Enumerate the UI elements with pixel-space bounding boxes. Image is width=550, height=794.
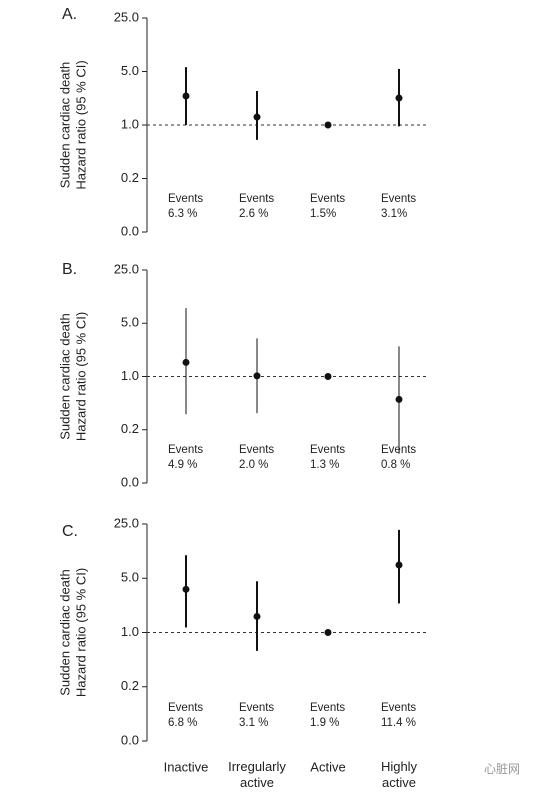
events-label: Events <box>168 193 203 205</box>
y-tick-label: 25.0 <box>114 515 139 530</box>
point <box>253 612 261 620</box>
events-label: Events <box>381 193 416 205</box>
watermark: 心脏网 <box>484 761 520 776</box>
events-label: Events <box>381 702 416 714</box>
events-label: Events <box>168 444 203 456</box>
events-value: 2.0 % <box>239 459 268 471</box>
y-tick-label: 5.0 <box>121 63 139 78</box>
y-tick-label: 5.0 <box>121 315 139 330</box>
y-axis-label: Sudden cardiac death <box>57 313 72 439</box>
point <box>253 372 261 380</box>
point <box>395 395 403 403</box>
y-tick-label: 1.0 <box>121 368 139 383</box>
point <box>182 358 190 366</box>
y-tick-label: 0.2 <box>121 678 139 693</box>
point <box>182 585 190 593</box>
events-value: 1.9 % <box>310 717 339 729</box>
y-tick-label: 0.0 <box>121 732 139 747</box>
y-axis-label: Sudden cardiac death <box>57 569 72 695</box>
events-label: Events <box>381 444 416 456</box>
panel-title: A. <box>62 6 77 23</box>
point <box>395 94 403 102</box>
point <box>395 561 403 569</box>
y-tick-label: 5.0 <box>121 570 139 585</box>
y-axis-label: Hazard ratio (95 % CI) <box>73 312 88 441</box>
events-value: 11.4 % <box>381 717 416 729</box>
events-label: Events <box>310 702 345 714</box>
events-value: 4.9 % <box>168 459 197 471</box>
y-axis-label: Hazard ratio (95 % CI) <box>73 568 88 697</box>
y-tick-label: 0.0 <box>121 223 139 238</box>
panel-title: B. <box>62 261 77 278</box>
y-tick-label: 0.2 <box>121 170 139 185</box>
events-value: 2.6 % <box>239 208 268 220</box>
y-tick-label: 25.0 <box>114 261 139 276</box>
point <box>182 92 190 100</box>
events-value: 6.8 % <box>168 717 197 729</box>
point <box>253 113 261 121</box>
events-value: 0.8 % <box>381 459 410 471</box>
events-value: 6.3 % <box>168 208 197 220</box>
events-label: Events <box>310 444 345 456</box>
x-tick-label-line: Highly <box>381 759 418 774</box>
x-tick-label-line: Irregularly <box>228 759 286 774</box>
y-tick-label: 0.0 <box>121 474 139 489</box>
events-label: Events <box>310 193 345 205</box>
x-tick-label-line: active <box>382 775 416 790</box>
y-axis-label: Sudden cardiac death <box>57 62 72 188</box>
x-tick-label: Inactive <box>164 759 209 774</box>
y-tick-label: 25.0 <box>114 9 139 24</box>
events-label: Events <box>239 444 274 456</box>
x-tick-label: Irregularly active <box>228 759 286 790</box>
events-label: Events <box>168 702 203 714</box>
y-tick-label: 0.2 <box>121 421 139 436</box>
y-tick-label: 1.0 <box>121 116 139 131</box>
events-value: 3.1% <box>381 208 407 220</box>
point <box>324 629 332 636</box>
x-tick-label: Highly active <box>381 759 418 790</box>
events-value: 3.1 % <box>239 717 268 729</box>
panel-title: C. <box>62 523 78 540</box>
events-value: 1.3 % <box>310 459 339 471</box>
events-value: 1.5% <box>310 208 336 220</box>
point <box>324 121 332 129</box>
events-label: Events <box>239 193 274 205</box>
y-axis-label: Hazard ratio (95 % CI) <box>73 60 88 189</box>
events-label: Events <box>239 702 274 714</box>
point <box>324 373 332 380</box>
y-tick-label: 1.0 <box>121 624 139 639</box>
x-tick-label: Active <box>310 759 345 774</box>
x-tick-label-line: active <box>240 775 274 790</box>
